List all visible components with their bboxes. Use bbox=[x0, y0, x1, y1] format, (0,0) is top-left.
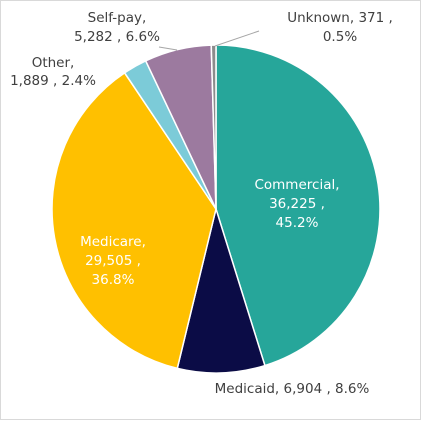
data-label-medicare: Medicare, 29,505 , 36.8% bbox=[80, 234, 146, 288]
data-label-commercial: Commercial, 36,225 , 45.2% bbox=[254, 177, 339, 231]
pie-slice-unknown bbox=[210, 44, 217, 210]
data-label-unknown: Unknown, 371 , 0.5% bbox=[287, 10, 393, 45]
pie-slice-medicaid bbox=[176, 206, 266, 374]
pie-slice-commercial bbox=[215, 44, 381, 367]
data-label-other: Other, 1,889 , 2.4% bbox=[10, 55, 96, 89]
data-label-medicaid: Medicaid, 6,904 , 8.6% bbox=[215, 381, 370, 397]
leader-line-unknown bbox=[214, 30, 260, 47]
data-label-self-pay: Self-pay, 5,282 , 6.6% bbox=[74, 10, 160, 45]
pie-slice-medicare bbox=[51, 71, 217, 370]
leader-line-self-pay bbox=[158, 46, 178, 51]
